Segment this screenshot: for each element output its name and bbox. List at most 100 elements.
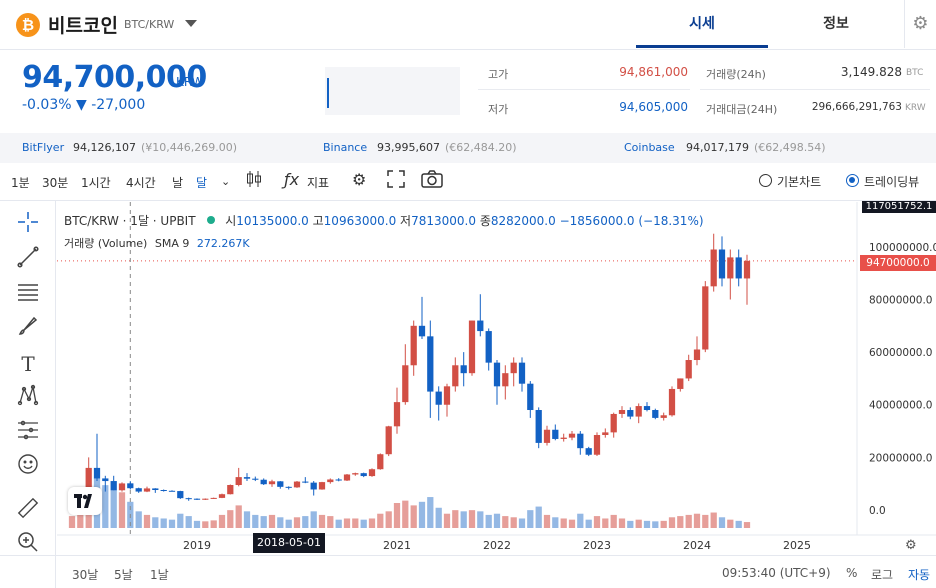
drawing-tools: T [0,201,56,588]
timeframe-30m[interactable]: 30분 [42,176,69,190]
candle-body [268,481,276,485]
candle-body [568,433,576,438]
high-value: 94,861,000 [619,65,688,79]
candle-body [193,498,201,500]
chart-toolbar [0,163,936,201]
text-icon[interactable]: T [21,352,35,376]
legend-close: 8282000.0 [490,214,556,228]
coin-name[interactable]: 비트코인 [48,15,118,37]
chevron-down-icon[interactable] [185,20,197,27]
volume-label: 거래량(24h) [706,68,766,81]
volume-bar [502,516,509,528]
percent-toggle[interactable]: % [846,566,858,580]
timeframe-day[interactable]: 날 [172,176,184,190]
brush-icon[interactable] [14,315,42,343]
legend-low: 7813000.0 [411,214,476,228]
volume-bar [585,519,592,528]
settings-icon[interactable]: ⚙ [352,170,367,189]
candle-body [502,373,509,387]
volume-bar [643,520,651,528]
pattern-icon[interactable] [14,384,42,412]
candle-body [443,386,451,405]
volume-bar [610,514,617,528]
tab-info[interactable]: 정보 [823,16,849,32]
candle-body [693,349,701,361]
log-toggle[interactable]: 로그 [871,568,894,582]
tab-price[interactable]: 시세 [636,0,768,48]
x-tick-label: 2025 [783,539,811,552]
coin-pair[interactable]: BTC/KRW [124,18,175,31]
timeframe-month[interactable]: 달 [196,176,208,190]
candle-body [660,415,667,418]
volume-bar [268,514,276,528]
current-price: 94,700,000 [22,60,207,95]
candle-body [535,410,542,443]
exchange-sub: (€62,484.20) [445,141,517,154]
emoji-icon[interactable] [14,453,42,481]
candle-body [235,477,242,486]
range-30[interactable]: 30날 [72,568,99,582]
volume-bar [377,513,384,528]
forecast-icon[interactable] [14,419,42,447]
exchange-value: 94,126,107 [73,141,136,154]
candle-body [135,488,142,492]
volume-bar [668,517,676,528]
x-tick-label: 2024 [683,539,711,552]
volume-bar [252,514,259,528]
price-chart[interactable]: 100000000.0 80000000.0 60000000.0 40000000.… [57,202,936,555]
auto-toggle[interactable]: 자동 [908,568,931,582]
volume-bar [352,518,359,528]
candle-body [618,410,626,414]
trend-line-icon[interactable] [14,246,42,274]
candle-body [393,402,401,427]
volume-bar [593,516,601,528]
zoom-in-icon[interactable] [14,531,42,559]
volume-bar [260,516,267,528]
legend-volume-label: 거래량 (Volume) [64,237,148,250]
volume-bar [710,512,717,528]
candle-body [410,325,417,366]
volume-bar [443,513,451,528]
ruler-icon[interactable] [14,497,42,525]
fullscreen-icon[interactable] [387,170,405,192]
candle-body [702,286,709,350]
volume-bar [293,517,301,528]
exchange-name[interactable]: Coinbase [624,141,675,154]
candle-body [602,432,609,436]
tradingview-logo-icon[interactable] [68,487,102,515]
timeframe-4h[interactable]: 4시간 [126,176,156,190]
timeframe-1h[interactable]: 1시간 [81,176,111,190]
indicator-button[interactable]: 지표 [307,176,330,190]
candle-body [743,260,751,279]
volume-bar [743,522,751,528]
x-tick-label: 2019 [183,539,211,552]
candle-body [118,483,126,491]
candle-body [310,482,317,490]
volume-bar [410,505,417,528]
candle-body [202,498,209,500]
timeframe-1m[interactable]: 1분 [11,176,30,190]
chart-legend-volume: 거래량 (Volume) SMA 9 272.267K [64,235,250,251]
volume-bar [218,514,226,528]
candle-body [710,249,717,287]
function-icon[interactable]: ƒx [284,170,300,189]
volume-bar [452,510,459,528]
range-1[interactable]: 1날 [150,568,169,582]
exchange-name[interactable]: Binance [323,141,368,154]
exchange-name[interactable]: BitFlyer [22,141,65,154]
candle-type-icon[interactable] [245,170,263,192]
radio-tradingview[interactable] [846,174,859,187]
volume-bar [602,518,609,528]
fib-icon[interactable] [14,281,42,309]
candle-body [277,481,284,487]
volume-bar [160,518,167,528]
x-tick-label: 2021 [383,539,411,552]
camera-icon[interactable] [421,170,443,192]
chevron-down-icon[interactable]: ⌄ [221,175,231,188]
candle-body [102,478,109,482]
range-5[interactable]: 5날 [114,568,133,582]
radio-basic-chart[interactable] [759,174,772,187]
gear-icon[interactable]: ⚙ [904,0,936,48]
candle-body [85,467,92,489]
crosshair-icon[interactable] [14,211,42,239]
